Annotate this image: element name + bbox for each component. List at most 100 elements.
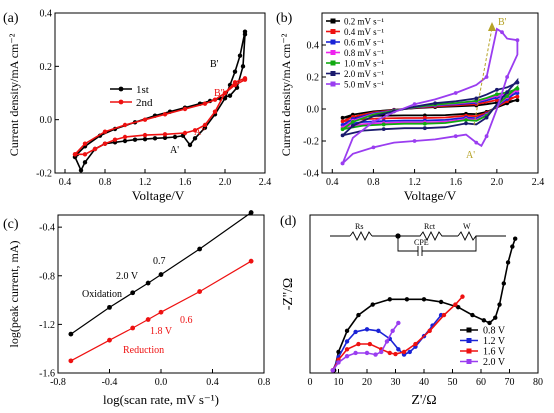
data-point <box>158 272 164 277</box>
data-point <box>376 328 381 334</box>
arrow-head-icon <box>488 22 496 31</box>
x-tick-label: 0.0 <box>155 377 168 388</box>
x-tick-label: -0.4 <box>102 377 118 388</box>
voltage-reduction: 1.8 V <box>150 326 173 337</box>
legend-label: 0.6 mV s⁻¹ <box>344 38 384 48</box>
x-tick-label: 2.0 <box>219 177 232 188</box>
data-point <box>453 134 458 139</box>
voltage-oxidation: 2.0 V <box>116 271 139 282</box>
data-point <box>222 96 228 101</box>
data-point <box>438 299 444 305</box>
data-point <box>237 53 243 58</box>
data-point <box>197 246 203 252</box>
data-point <box>330 368 335 373</box>
data-point <box>227 93 233 98</box>
series-group <box>68 210 254 364</box>
data-point <box>353 350 358 356</box>
x-axis-label: Voltage/V <box>132 188 185 203</box>
series-line-1-6-v <box>332 296 464 371</box>
data-point <box>510 244 515 249</box>
data-point <box>505 94 510 99</box>
data-point <box>493 315 498 320</box>
data-point <box>464 118 468 122</box>
data-point <box>197 289 203 294</box>
data-point <box>396 347 401 352</box>
data-point <box>68 331 74 337</box>
data-point <box>240 64 246 69</box>
slope-reduction: 0.6 <box>180 315 193 326</box>
data-point <box>350 119 355 124</box>
series-group <box>330 236 518 373</box>
data-point <box>353 329 358 335</box>
data-point <box>364 350 370 356</box>
data-point <box>132 137 138 142</box>
x-tick-label: 1.2 <box>139 177 152 188</box>
annotation-a-prime: A' <box>170 145 179 156</box>
data-point <box>336 360 341 365</box>
data-point <box>401 349 407 355</box>
data-point <box>487 320 492 326</box>
data-point <box>367 341 373 347</box>
x-tick-label: 80 <box>533 377 543 388</box>
data-point <box>142 117 148 122</box>
panel-label-d: (d) <box>280 214 297 229</box>
data-point <box>68 358 74 364</box>
data-point <box>404 297 410 302</box>
legend-label-2nd: 2nd <box>136 97 153 109</box>
data-point <box>242 32 248 37</box>
data-point <box>453 302 458 307</box>
x-tick-label: 2.4 <box>259 177 272 188</box>
data-point <box>379 349 384 355</box>
x-tick-label: 1.6 <box>449 177 462 188</box>
series-group <box>340 27 520 166</box>
data-point <box>344 347 350 352</box>
data-point <box>381 122 386 127</box>
data-point <box>484 115 489 120</box>
data-point <box>427 328 432 334</box>
data-point <box>152 136 158 141</box>
data-point <box>501 281 506 286</box>
circuit-wire <box>422 236 477 252</box>
data-point <box>232 69 238 74</box>
legend-label: 5.0 mV s⁻¹ <box>344 80 384 90</box>
data-point <box>505 75 510 79</box>
data-point <box>364 327 370 332</box>
data-point <box>248 258 254 264</box>
data-point <box>102 129 108 134</box>
legend-marker <box>330 18 336 24</box>
x-tick-label: 30 <box>391 377 401 388</box>
data-point <box>484 134 489 139</box>
data-point <box>390 328 395 334</box>
data-point <box>212 97 218 102</box>
data-point <box>82 141 88 146</box>
data-point <box>172 134 178 140</box>
data-point <box>505 90 510 95</box>
data-point <box>340 133 345 138</box>
data-point <box>441 312 447 318</box>
data-point <box>212 109 218 114</box>
data-point <box>505 260 511 265</box>
data-point <box>494 87 499 92</box>
data-point <box>384 339 390 344</box>
legend-label: 0.8 mV s⁻¹ <box>344 48 384 58</box>
legend-label: 1.6 V <box>483 347 506 358</box>
resistor-rct-icon <box>398 230 458 242</box>
data-point <box>371 145 376 150</box>
data-point <box>481 318 487 323</box>
data-point <box>82 152 88 157</box>
series-line-1st <box>74 31 246 173</box>
data-point <box>102 141 108 146</box>
data-point <box>145 280 151 286</box>
legend-marker <box>330 29 336 34</box>
circuit-label-w: W <box>463 222 471 231</box>
x-tick-label: -0.8 <box>50 377 66 388</box>
data-point <box>340 161 345 166</box>
axis-ticks: -0.8 -0.4 0.0 0.4 0.8 -1.6 -1.2 -0.8 -0.4 <box>39 223 270 388</box>
data-point <box>162 135 168 140</box>
legend-marker <box>330 81 336 87</box>
data-point <box>222 90 228 96</box>
resistor-rs-icon <box>349 230 373 242</box>
panel-c: (c) -0.8 -0.4 0.0 0.4 0.8 -1.6 -1.2 -0.8 -0.4 lo… <box>3 210 270 407</box>
legend-marker-2nd <box>118 99 124 105</box>
data-point <box>371 119 376 124</box>
